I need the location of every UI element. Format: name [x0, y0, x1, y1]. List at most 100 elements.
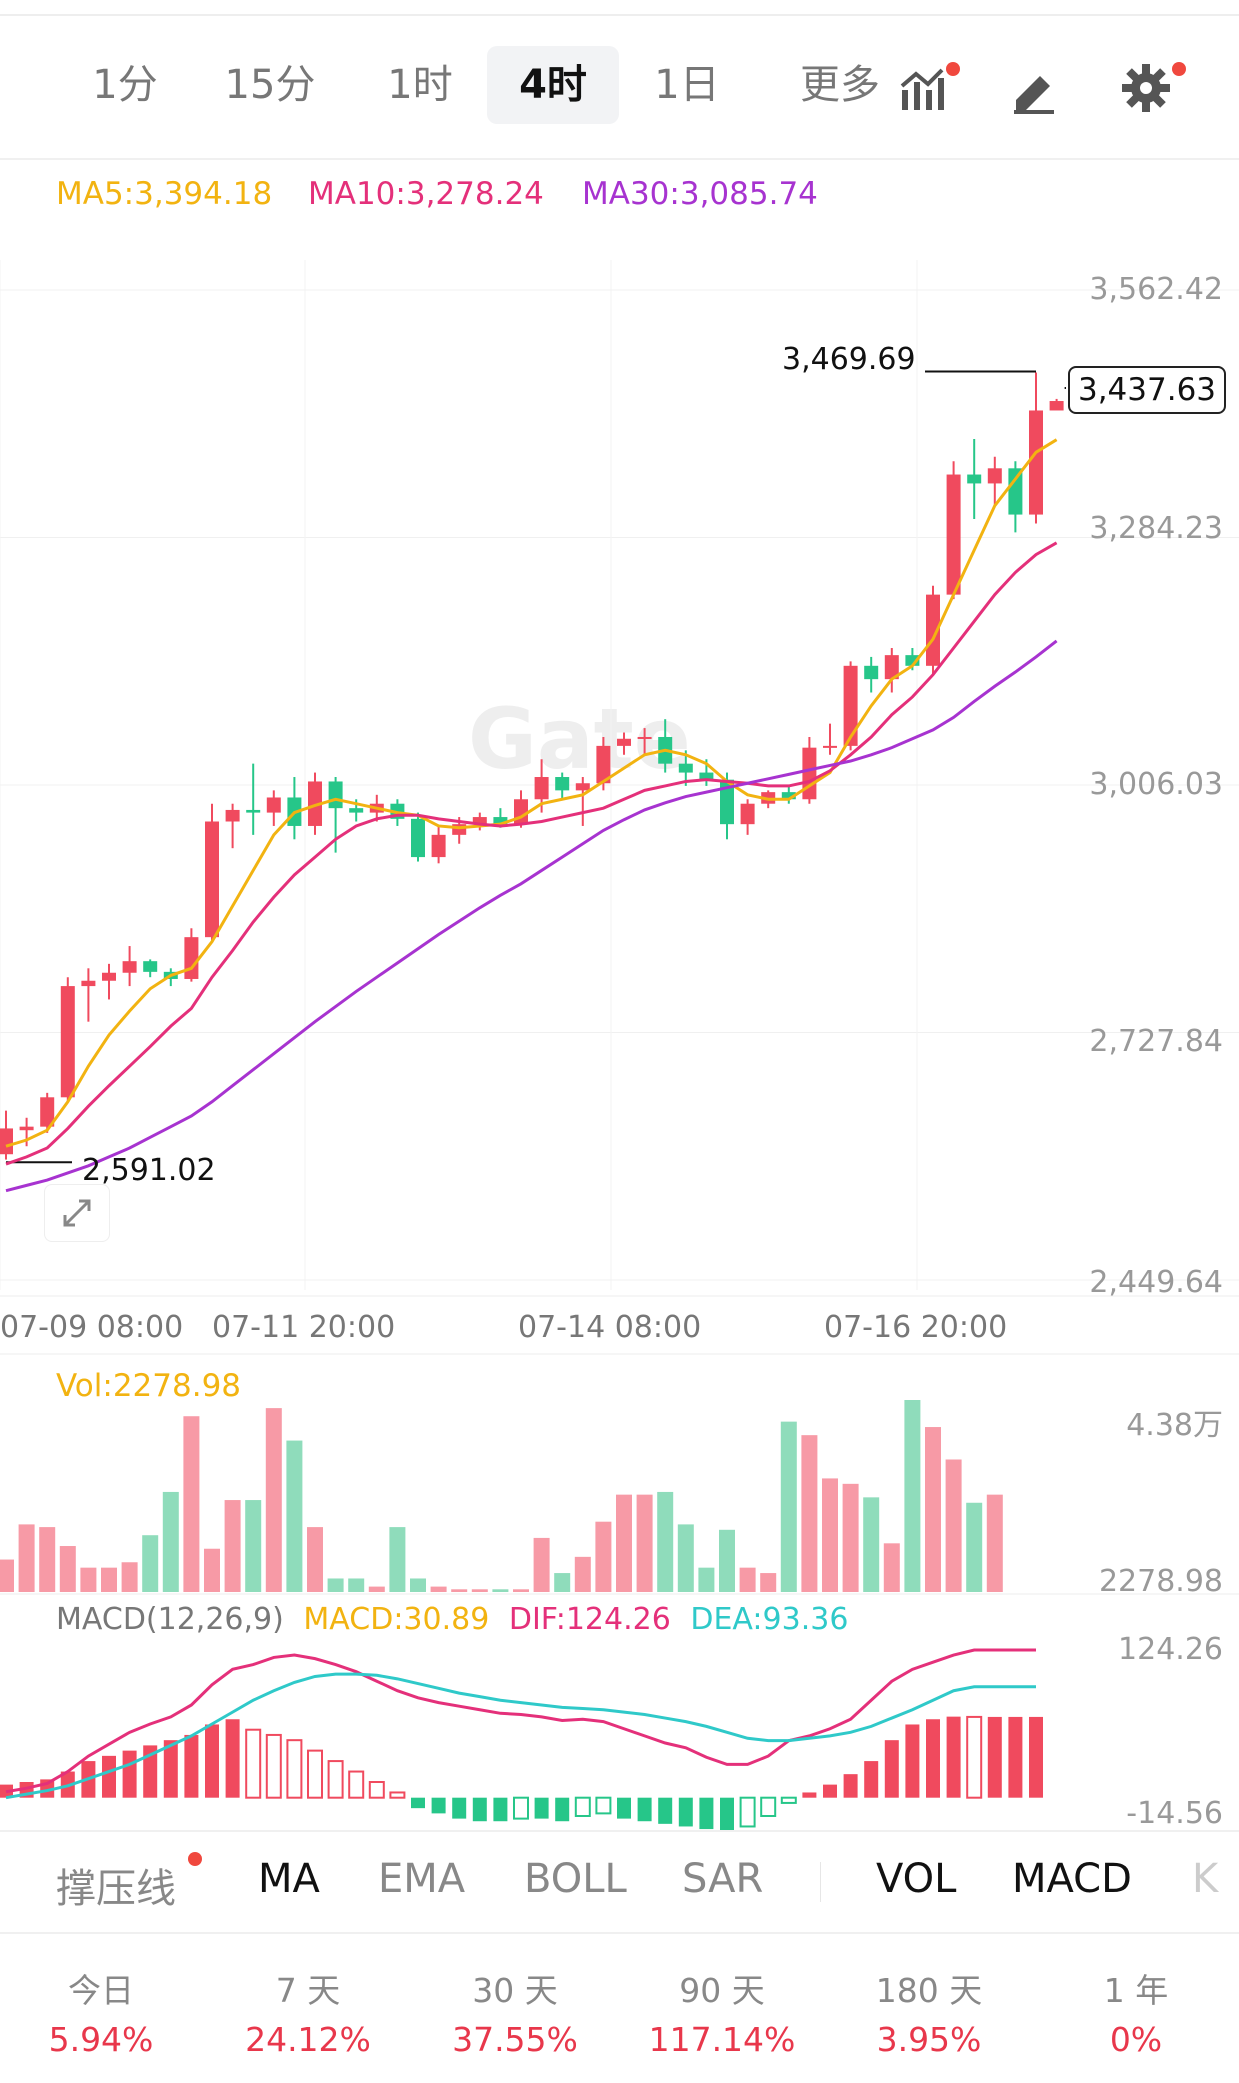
volume-bar — [162, 1491, 179, 1592]
volume-bar — [863, 1497, 880, 1592]
candle-body — [81, 980, 96, 987]
macd-hist-bar — [802, 1792, 817, 1798]
candle-body — [967, 474, 982, 484]
candlestick-chart[interactable] — [0, 0, 1239, 1830]
chart-grid — [0, 260, 1239, 1595]
volume-bar — [368, 1586, 385, 1592]
volume-bar — [739, 1567, 756, 1592]
toolbar-divider — [0, 158, 1239, 160]
volume-bar — [101, 1567, 117, 1592]
candle-body — [596, 745, 611, 784]
perf-label-90d: 90 天 — [679, 1971, 765, 2010]
ma30-line — [5, 639, 1058, 1193]
candle-body — [1029, 410, 1043, 515]
macd-hist-bar — [184, 1734, 199, 1798]
indicator-ema[interactable]: EMA — [378, 1856, 466, 1902]
volume-bar — [883, 1543, 900, 1592]
volume-bar — [348, 1578, 365, 1592]
top-divider — [0, 14, 1239, 16]
macd-hist-bar — [966, 1715, 983, 1799]
macd-title: MACD(12,26,9) — [56, 1602, 284, 1637]
candle-body — [575, 783, 590, 791]
indicator-kdj[interactable]: K — [1192, 1856, 1219, 1902]
last-price-box[interactable]: 3,437.63 — [1068, 366, 1226, 414]
indicator-vol[interactable]: VOL — [876, 1856, 957, 1902]
candle-body — [349, 808, 364, 813]
time-tick-1: 07-09 08:00 — [0, 1310, 184, 1345]
macd-hist-bar — [905, 1724, 920, 1798]
volume-axis-top: 4.38万 — [1126, 1408, 1223, 1443]
macd-hist-bar — [327, 1760, 344, 1799]
macd-hist-bar — [513, 1796, 529, 1820]
tab-1h[interactable]: 1时 — [387, 62, 453, 108]
candle-body — [514, 799, 528, 825]
draw-pen-icon[interactable] — [1008, 60, 1064, 116]
candle-body — [823, 745, 837, 748]
indicator-ma[interactable]: MA — [258, 1856, 320, 1902]
volume-bar — [780, 1421, 797, 1592]
macd-hist-bar — [926, 1719, 940, 1798]
candle-body — [493, 817, 508, 825]
indicator-divider — [820, 1862, 821, 1902]
volume-bar — [760, 1573, 777, 1592]
perf-value-90d: 117.14% — [648, 2020, 796, 2059]
macd-hist-bar — [987, 1716, 1002, 1798]
ma30-legend: MA30:3,085.74 — [582, 176, 818, 212]
perf-label-1y: 1 年 — [1103, 1971, 1169, 2010]
macd-hist-bar — [452, 1797, 467, 1819]
volume-bar — [471, 1589, 488, 1592]
indicator-support-resistance[interactable]: 撑压线 — [56, 1866, 176, 1912]
volume-bar — [224, 1500, 241, 1592]
tab-4h[interactable]: 4时 — [487, 46, 619, 124]
candle-body — [143, 961, 158, 972]
settings-notice-dot — [1172, 62, 1186, 76]
dif-value: DIF:124.26 — [508, 1602, 671, 1637]
tab-15min[interactable]: 15分 — [224, 62, 316, 108]
perf-value-today: 5.94% — [48, 2020, 154, 2059]
macd-hist-bar — [205, 1724, 219, 1798]
volume-bar — [616, 1494, 632, 1592]
candle-body — [946, 474, 961, 595]
tab-1min[interactable]: 1分 — [92, 62, 158, 108]
tab-1d[interactable]: 1日 — [654, 62, 720, 108]
indicator-sar[interactable]: SAR — [682, 1856, 764, 1902]
volume-bar — [18, 1524, 35, 1592]
volume-bar — [904, 1400, 921, 1592]
fullscreen-button[interactable] — [44, 1184, 110, 1242]
macd-hist-bar — [225, 1719, 240, 1798]
volume-bar — [533, 1537, 550, 1592]
candle-body — [781, 792, 796, 800]
perf-label-7d: 7 天 — [275, 1971, 341, 2010]
support-resistance-dot — [188, 1852, 202, 1866]
high-price-label: 3,469.69 — [782, 342, 916, 377]
price-tick-3: 3,006.03 — [1089, 767, 1223, 802]
candle-body — [678, 763, 693, 773]
macd-hist-bar — [780, 1796, 797, 1804]
indicator-macd[interactable]: MACD — [1012, 1856, 1132, 1902]
indicator-boll[interactable]: BOLL — [524, 1856, 627, 1902]
dea-value: DEA:93.36 — [690, 1602, 849, 1637]
candle-body — [40, 1097, 55, 1127]
volume-bars-layer — [0, 1400, 1003, 1592]
indicator-chart-icon[interactable] — [898, 60, 954, 116]
ma-lines-layer — [5, 438, 1058, 1193]
volume-bar — [925, 1427, 941, 1592]
candle-body — [1049, 401, 1064, 411]
time-tick-3: 07-14 08:00 — [518, 1310, 702, 1345]
candle-body — [246, 809, 261, 813]
settings-gear-icon[interactable] — [1118, 60, 1174, 116]
macd-hist-bar — [102, 1755, 116, 1798]
macd-hist-bar — [431, 1797, 446, 1814]
volume-bar — [554, 1573, 571, 1592]
candle-body — [720, 779, 734, 825]
macd-hist-bar — [265, 1733, 282, 1799]
volume-bar — [945, 1459, 962, 1592]
volume-bar — [451, 1589, 468, 1592]
macd-hist-bar — [678, 1797, 693, 1827]
perf-value-180d: 3.95% — [876, 2020, 982, 2059]
volume-bar — [204, 1548, 220, 1592]
tab-more[interactable]: 更多 — [800, 62, 880, 108]
candle-body — [60, 986, 75, 1098]
macd-hist-bar — [760, 1796, 777, 1817]
candle-body — [534, 777, 549, 800]
